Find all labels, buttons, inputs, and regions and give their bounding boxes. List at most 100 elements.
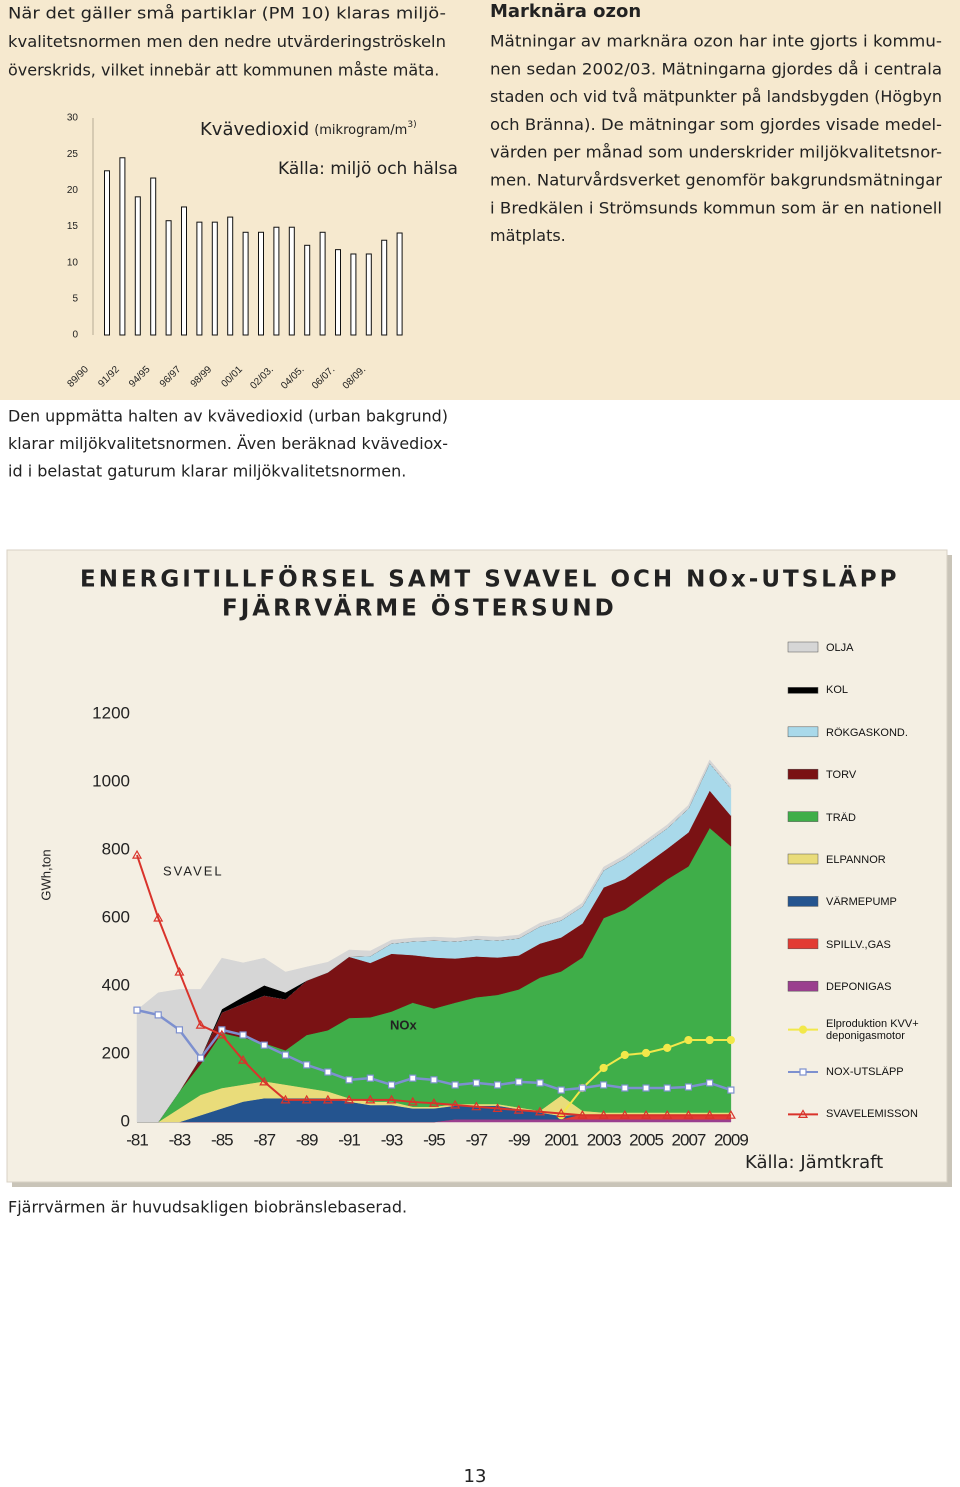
bar [119,157,126,336]
bar [335,249,341,336]
legend-label: NOX-UTSLÄPP [826,1066,904,1078]
legend-label: TRÄD [826,811,856,824]
point-marker [430,1076,438,1084]
point-marker [386,1094,397,1104]
point-marker [153,912,164,922]
x-tick-label: -97 [466,1130,488,1149]
top-panel [0,0,960,400]
bar [134,196,141,336]
x-tick-label: -91 [338,1130,360,1149]
x-tick-label: -93 [381,1130,403,1149]
bar [319,231,326,336]
y-tick-label: 30 [67,113,79,124]
chart-title-unit-sup: 3) [407,120,416,130]
point-marker [557,1086,565,1094]
point-marker [407,1096,418,1106]
point-marker [663,1084,671,1092]
point-marker [726,1035,735,1045]
bar [227,216,234,336]
y-axis-label: GWh,ton [38,849,53,900]
x-tick-label: 2003 [587,1130,621,1149]
page-number: 13 [464,1466,487,1487]
chart-source: Källa: Jämtkraft [745,1152,883,1173]
legend-label: ELPANNOR [826,854,886,866]
point-marker [727,1086,735,1094]
text-line: men. Naturvårdsverket genomför bakgrunds… [490,171,942,190]
point-marker [409,1074,417,1082]
y-tick-label: 400 [102,975,130,994]
bar [211,221,218,336]
legend-swatch [787,641,819,653]
point-marker [195,1019,206,1029]
legend-swatch [787,853,819,865]
legend-label: DEPONIGAS [826,981,892,994]
text-line: nen sedan 2002/03. Mätningarna gjordes d… [490,59,942,78]
text-line: kvalitetsnormen men den nedre utvärderin… [8,32,446,51]
point-marker [683,1109,694,1119]
point-marker [797,1109,809,1118]
x-tick-label: -95 [423,1130,445,1149]
legend-label-box: DEPONIGAS [826,981,892,994]
text-line: staden och vid två mätpunkter på landsby… [490,87,942,106]
legend-swatch [787,811,819,822]
y-tick-label: 0 [121,1111,130,1130]
point-marker [663,1043,672,1052]
text-line: mätplats. [490,226,566,245]
y-tick-label: 0 [72,330,78,341]
annotation: NOx [390,1017,418,1032]
point-marker [599,1063,608,1073]
point-marker [515,1078,523,1086]
point-marker [725,1109,736,1119]
point-marker [471,1101,482,1111]
bar [181,206,187,336]
point-marker [598,1109,609,1119]
point-marker [154,1011,162,1019]
legend-label: OLJA [826,642,854,654]
bar [258,231,264,336]
point-marker [493,1081,502,1089]
point-marker [197,1054,205,1062]
point-marker [620,1050,629,1060]
point-marker [472,1079,480,1087]
text-line: Mätningar av marknära ozon har inte gjor… [490,32,942,51]
x-tick-label: 2009 [714,1130,748,1149]
y-tick-label: 1000 [92,771,130,790]
annotation: SVAVEL [163,863,224,878]
text-line: överskrids, vilket innebär att kommunen … [8,61,439,80]
text-line: Fjärrvärmen är huvudsakligen biobränsleb… [8,1198,407,1217]
point-marker [260,1041,268,1049]
y-tick-label: 600 [102,907,130,926]
point-marker [131,849,143,859]
legend-label: VÄRMEPUMP [826,896,897,909]
point-marker [216,1029,227,1039]
legend-label-box: TORV [826,769,857,782]
legend-label: SPILLV.,GAS [826,938,891,951]
chart-title-unit: (mikrogram/m [314,123,407,138]
legend-label-box: OLJA [826,642,854,654]
legend-label-box: VÄRMEPUMP [826,896,897,909]
y-tick-label: 200 [102,1043,130,1062]
x-tick-label: -81 [126,1130,148,1149]
point-marker [301,1094,312,1104]
legend-label-box: SPILLV.,GAS [826,938,891,951]
point-marker [706,1079,714,1087]
x-tick-label: -83 [169,1130,191,1149]
point-marker [322,1094,333,1104]
legend-label-box: NOX-UTSLÄPP [826,1066,904,1078]
x-tick-label: -89 [296,1130,318,1149]
point-marker [536,1079,544,1087]
point-marker [175,1026,184,1034]
point-marker [534,1106,546,1116]
legend-label: TORV [826,769,857,782]
point-marker [684,1083,693,1091]
y-tick-label: 800 [102,839,130,858]
bar [381,239,388,336]
text-line: Den uppmätta halten av kvävedioxid (urba… [8,407,448,426]
point-marker [556,1108,567,1118]
bar [104,170,110,336]
bar [196,221,203,336]
bar [304,244,311,336]
stacked-area [136,759,732,1123]
text-line: klarar miljökvalitetsnormen. Även beräkn… [8,434,448,453]
